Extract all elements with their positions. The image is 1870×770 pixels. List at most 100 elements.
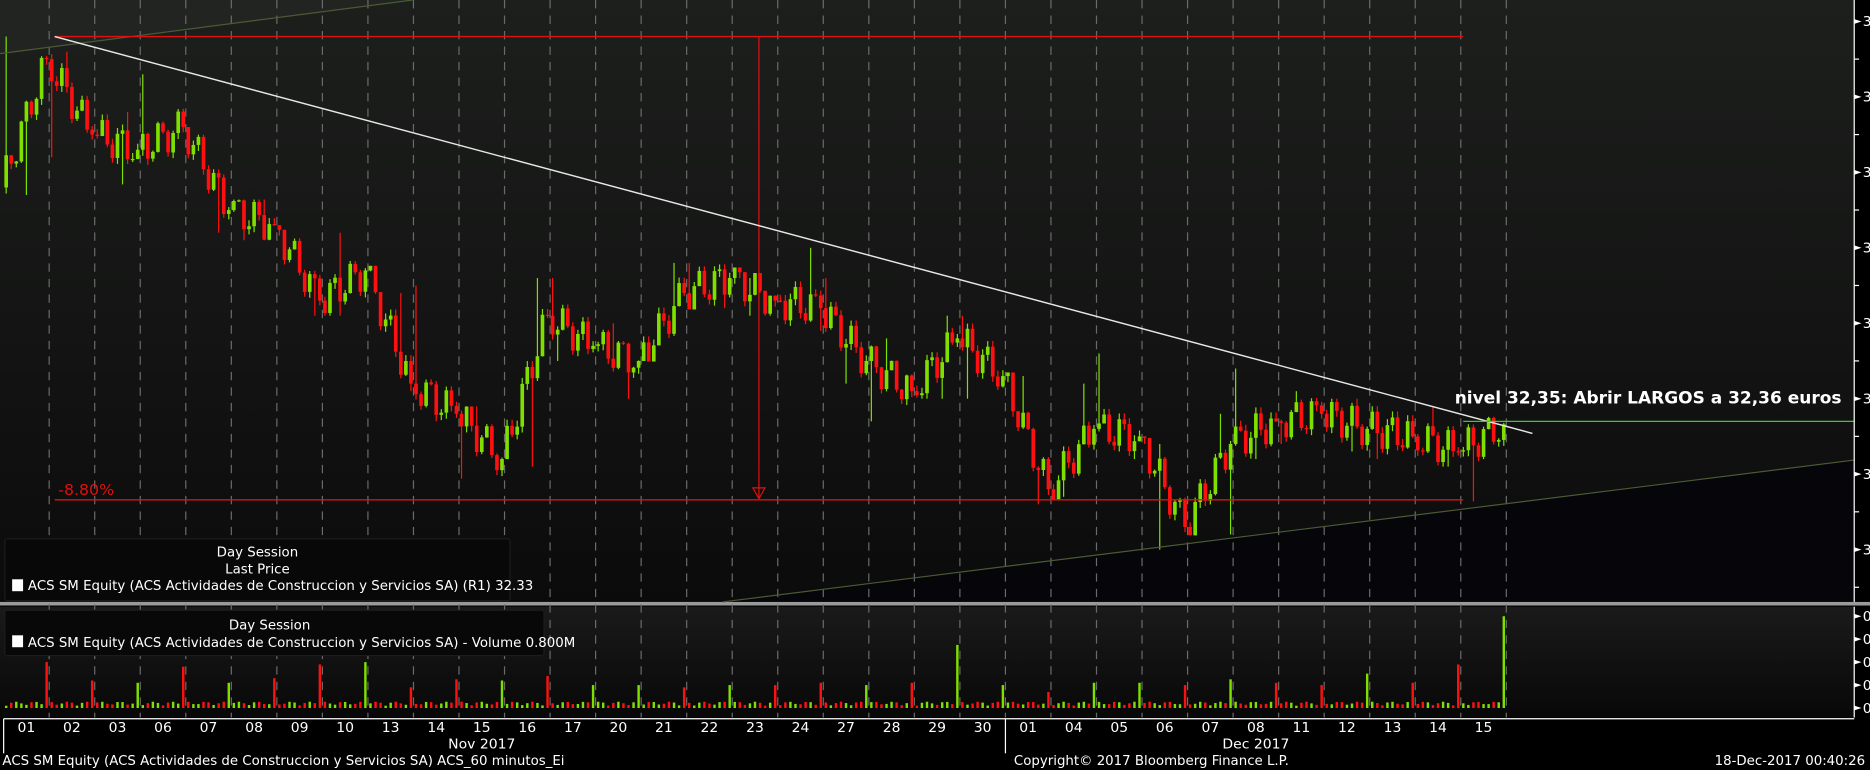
candle-up: [1056, 480, 1061, 500]
volume-bar: [607, 705, 610, 709]
volume-bar: [682, 687, 686, 709]
candle-down: [1279, 421, 1283, 423]
volume-bar: [60, 703, 64, 709]
candle-up: [211, 172, 216, 190]
candle-up: [1173, 501, 1177, 515]
volume-bar: [80, 702, 84, 709]
volume-bar: [1097, 701, 1101, 709]
price-tick-mark: [1854, 245, 1862, 251]
volume-bar: [1077, 702, 1081, 709]
volume-bar: [323, 701, 327, 709]
candle-up: [1001, 376, 1005, 387]
lower-trendline: [722, 459, 1855, 603]
price-tick-label: 32.50: [1863, 392, 1870, 408]
candle-up: [120, 130, 125, 134]
panel-separator[interactable]: [0, 601, 1870, 606]
volume-bar: [1462, 703, 1465, 709]
candle-down: [272, 224, 277, 226]
candle-up: [727, 277, 732, 295]
volume-bar: [435, 704, 438, 709]
candle-up: [1501, 424, 1506, 440]
candle-up: [505, 425, 509, 460]
volume-bar: [799, 704, 802, 709]
candle-up: [601, 332, 606, 345]
volume-bar: [657, 704, 661, 709]
candle-up: [1102, 414, 1106, 424]
candle-down: [105, 120, 110, 145]
candle-down: [915, 391, 919, 396]
volume-bar: [536, 702, 539, 709]
candle-up: [980, 354, 985, 374]
price-tick-mark: [1854, 94, 1862, 100]
candle-up: [1218, 452, 1223, 458]
candle-up: [287, 249, 292, 260]
candle-down: [358, 272, 363, 292]
candle-up: [904, 375, 909, 400]
x-tick-label: 08: [1247, 720, 1265, 736]
candle-down: [1304, 428, 1309, 430]
volume-bar: [829, 705, 833, 709]
x-tick-label: 16: [518, 720, 536, 736]
candle-down: [1476, 445, 1481, 457]
candle-up: [75, 110, 79, 119]
volume-bar: [156, 702, 160, 709]
candle-down: [702, 270, 707, 295]
volume-bar: [1021, 704, 1025, 709]
candle-down: [1335, 402, 1339, 411]
x-month-label: Dec 2017: [1222, 737, 1289, 753]
candle-up: [1193, 502, 1197, 536]
volume-bar: [946, 701, 949, 709]
volume-bar: [333, 704, 337, 709]
volume-bar: [981, 702, 984, 709]
volume-bar: [247, 705, 251, 709]
volume-bar: [723, 702, 726, 709]
volume-bar: [75, 705, 79, 709]
volume-bar: [151, 701, 155, 709]
volume-bar: [409, 687, 413, 709]
volume-bar: [834, 703, 838, 709]
volume-bar: [531, 701, 534, 709]
candle-up: [1097, 423, 1101, 429]
volume-bar: [986, 705, 989, 709]
volume-bar: [1239, 703, 1242, 709]
candle-up: [829, 306, 833, 329]
volume-bar: [1411, 682, 1414, 709]
x-tick-label: 22: [701, 720, 719, 736]
candle-down: [1203, 483, 1208, 501]
volume-bar: [1482, 704, 1485, 709]
volume-bar: [268, 704, 271, 709]
candle-up: [307, 274, 312, 292]
volume-bar: [510, 701, 514, 709]
volume-bar: [141, 705, 144, 709]
candle-down: [1380, 433, 1385, 449]
candle-up: [439, 412, 444, 415]
candle-up: [1385, 425, 1390, 449]
volume-bar: [1391, 701, 1394, 709]
volume-bar: [1183, 685, 1187, 709]
volume-bar: [106, 703, 109, 709]
candle-up: [844, 343, 848, 348]
volume-bar: [1406, 702, 1409, 709]
price-tick-mark: [1854, 471, 1862, 477]
volume-bar: [116, 702, 119, 709]
candle-down: [621, 342, 626, 344]
volume-bar: [521, 705, 524, 709]
volume-bar: [1107, 704, 1111, 709]
candle-down: [899, 389, 904, 400]
volume-bar: [526, 703, 529, 709]
volume-bar: [1052, 705, 1055, 709]
candle-up: [1390, 417, 1395, 426]
candle-down: [1431, 426, 1435, 436]
candle-down: [206, 169, 211, 190]
candle-down: [9, 155, 14, 164]
candle-down: [1259, 413, 1263, 430]
volume-tick-label: 0: [1863, 701, 1870, 717]
candle-down: [373, 265, 378, 293]
volume-bar: [971, 703, 974, 709]
volume-bar: [1214, 703, 1217, 709]
candle-down: [894, 360, 899, 390]
volume-bar: [1138, 682, 1141, 709]
volume-bar: [601, 702, 605, 709]
volume-bar: [298, 705, 301, 709]
volume-bar: [768, 702, 772, 709]
